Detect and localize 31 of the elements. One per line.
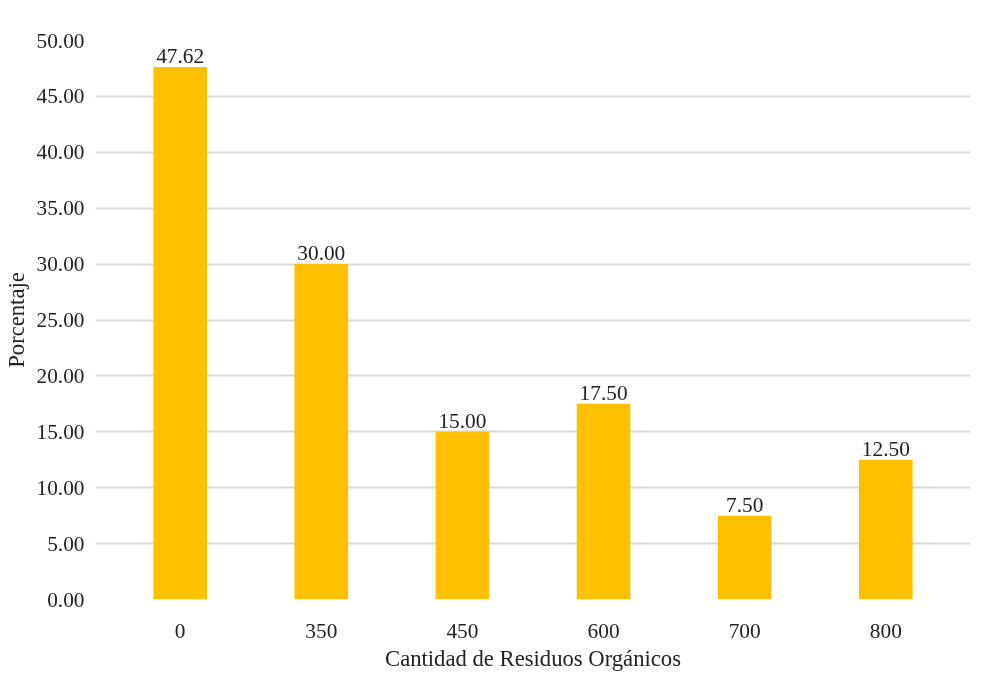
x-axis-title: Cantidad de Residuos Orgánicos: [385, 645, 681, 671]
y-tick-label: 25.00: [36, 308, 85, 332]
y-tick-label: 40.00: [36, 140, 85, 165]
y-tick-label: 10.00: [36, 475, 85, 500]
y-tick-label: 0.00: [47, 587, 85, 612]
data-label: 7.50: [726, 492, 764, 517]
x-tick-label: 600: [587, 618, 620, 643]
y-tick-label: 45.00: [36, 84, 85, 109]
y-tick-label: 5.00: [47, 531, 85, 556]
bar: [576, 403, 631, 600]
bar: [153, 67, 207, 600]
y-axis-title: Porcentaje: [3, 272, 29, 368]
y-tick-label: 35.00: [36, 196, 85, 221]
data-label: 15.00: [438, 408, 487, 433]
data-label: 47.62: [156, 44, 205, 69]
x-tick-label: 350: [305, 618, 338, 643]
bar: [859, 459, 913, 600]
y-tick-label: 15.00: [36, 419, 85, 444]
data-label: 12.50: [861, 436, 910, 461]
y-tick-label: 20.00: [36, 363, 85, 388]
x-tick-label: 0: [174, 618, 186, 643]
y-tick-label: 50.00: [36, 28, 85, 53]
x-tick-label: 700: [728, 618, 761, 643]
x-tick-label: 800: [869, 618, 902, 643]
data-label: 30.00: [297, 241, 346, 266]
data-label: 17.50: [579, 380, 628, 405]
y-tick-label: 30.00: [36, 252, 85, 277]
bar: [294, 264, 349, 600]
bar: [717, 515, 772, 600]
x-tick-label: 450: [446, 618, 479, 643]
bar: [435, 431, 490, 600]
